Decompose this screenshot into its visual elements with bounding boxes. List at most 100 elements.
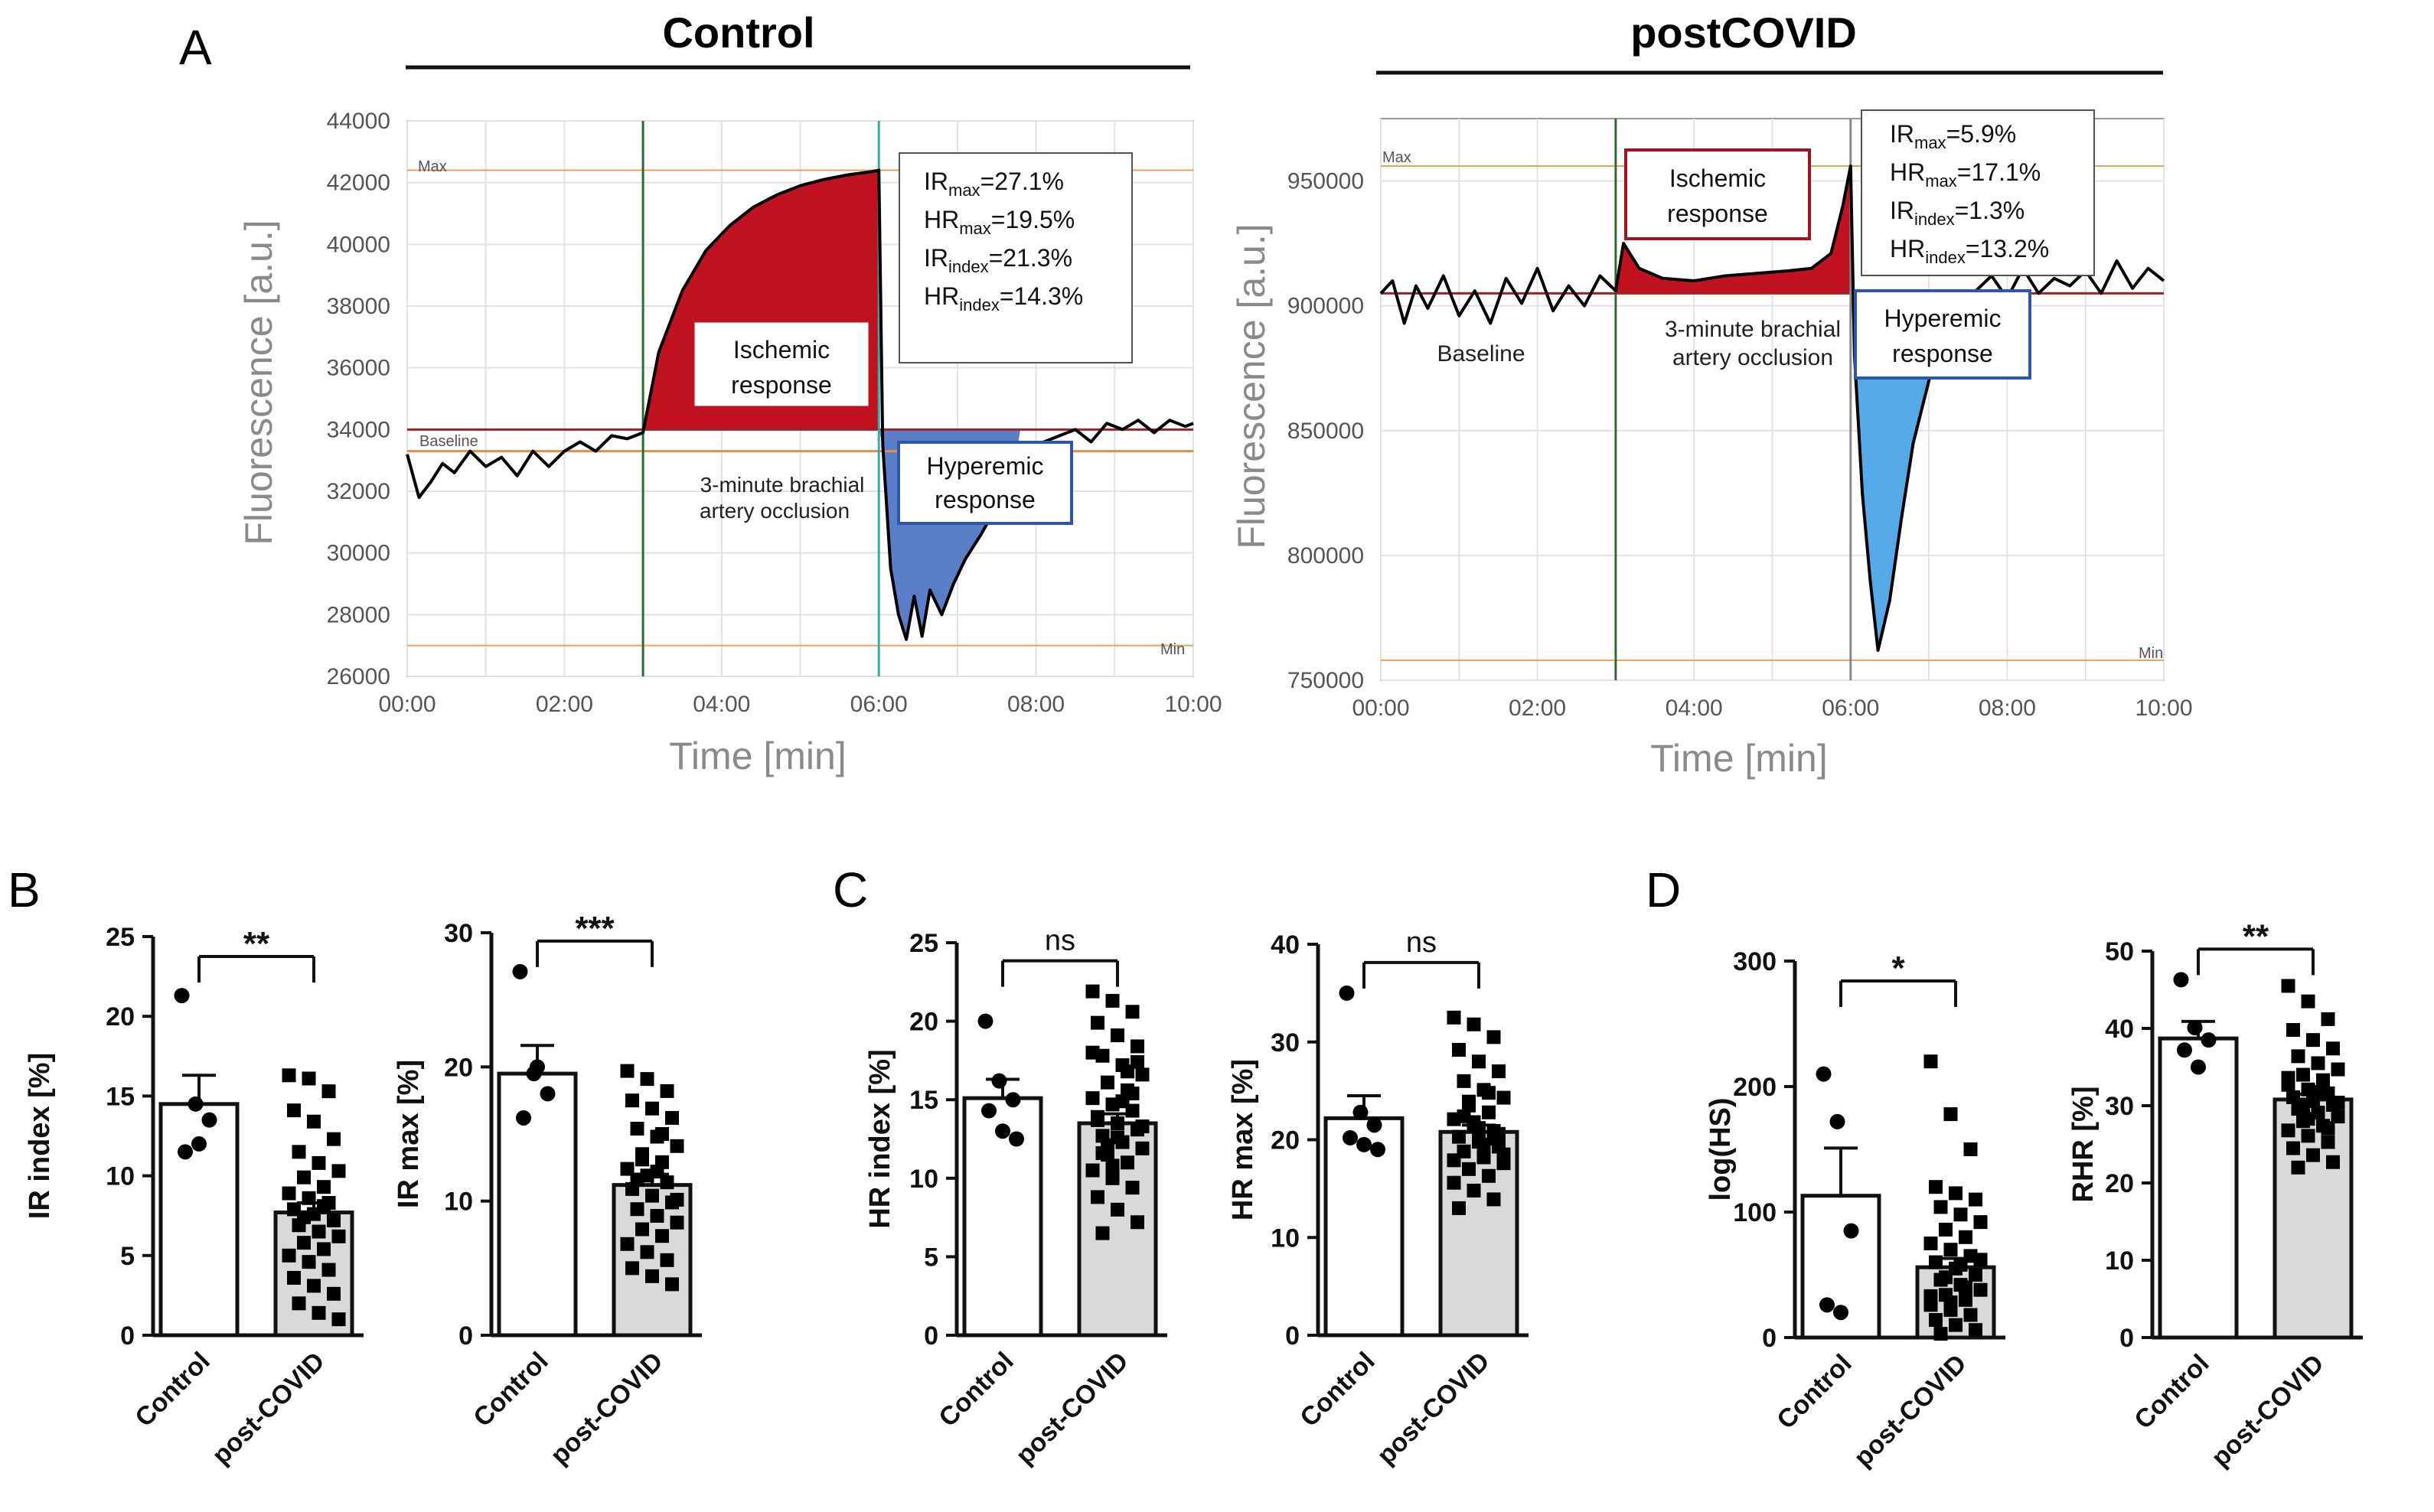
data-point-post-covid (292, 1145, 306, 1159)
data-point-post-covid (1482, 1168, 1496, 1183)
postcovid-hyperemic-area (1850, 293, 1992, 650)
significance-label: ns (1045, 925, 1075, 957)
data-point-post-covid (655, 1229, 669, 1243)
data-point-post-covid (660, 1083, 674, 1098)
y-tick-label: 38000 (327, 294, 390, 319)
y-tick-label: 44000 (327, 109, 390, 134)
data-point-post-covid (2286, 1023, 2300, 1038)
data-point-post-covid (1125, 1005, 1140, 1019)
panel-letter-b: B (8, 862, 41, 917)
y-tick-label: 5 (924, 1243, 938, 1272)
control-x-axis-title: Time [min] (669, 735, 847, 777)
x-tick-label: 08:00 (1007, 692, 1065, 717)
data-point-post-covid (670, 1192, 684, 1207)
data-point-post-covid (1101, 1075, 1114, 1090)
data-point-post-covid (321, 1084, 336, 1099)
postcovid-baseline-label: Baseline (1437, 341, 1525, 367)
y-tick-label: 15 (106, 1082, 135, 1111)
data-point-post-covid (1933, 1327, 1948, 1341)
data-point-post-covid (1131, 1054, 1144, 1069)
y-tick-label: 36000 (327, 356, 390, 381)
y-tick-label: 20 (1271, 1126, 1300, 1155)
category-label: Control (2129, 1349, 2214, 1435)
data-point-post-covid (2301, 1129, 2315, 1143)
data-point-control (1819, 1297, 1835, 1313)
y-tick-label: 300 (1733, 947, 1777, 976)
y-tick-label: 800000 (1287, 543, 1364, 569)
x-tick-label: 02:00 (536, 692, 593, 717)
data-point-post-covid (1923, 1054, 1938, 1069)
significance-label: * (1891, 950, 1905, 987)
data-point-post-covid (312, 1305, 326, 1320)
y-tick-label: 40 (1271, 930, 1300, 960)
data-point-post-covid (630, 1172, 644, 1187)
stat-line: IRmax=5.9% (1890, 120, 2016, 152)
data-point-control (1833, 1305, 1848, 1321)
significance-label: ** (243, 925, 270, 963)
postcovid-y-ticks: 750000 800000 850000 900000 950000 (1287, 169, 1364, 693)
data-point-post-covid (2331, 1062, 2345, 1077)
y-tick-label: 26000 (327, 664, 390, 689)
data-point-control (188, 1096, 204, 1112)
y-axis-title: IR index [%] (24, 1053, 56, 1219)
category-label: post-COVID (545, 1347, 669, 1471)
data-point-post-covid (1085, 1091, 1100, 1106)
y-tick-label: 28000 (327, 602, 390, 627)
y-tick-label: 10 (909, 1165, 938, 1194)
bar-control (158, 1102, 240, 1338)
y-tick-label: 40 (2105, 1015, 2134, 1044)
data-point-post-covid (287, 1270, 301, 1285)
postcovid-hyperemic-label-2: response (1892, 340, 1993, 367)
postcovid-x-axis-title: Time [min] (1650, 737, 1828, 780)
y-axis-title: HR max [%] (1227, 1059, 1259, 1220)
y-tick-label: 32000 (327, 479, 390, 504)
y-tick-label: 0 (1762, 1324, 1777, 1353)
postcovid-trace-chart: postCOVID 750000 800000 850000 900000 950000… (1230, 8, 2193, 780)
data-point-post-covid (317, 1242, 331, 1256)
data-point-post-covid (645, 1269, 659, 1283)
control-hyperemic-box (897, 441, 1073, 525)
data-point-post-covid (302, 1255, 316, 1269)
data-point-post-covid (297, 1210, 311, 1224)
y-tick-label: 5 (120, 1242, 135, 1271)
data-point-post-covid (1447, 1010, 1461, 1025)
data-point-post-covid (2286, 1141, 2300, 1155)
y-tick-label: 25 (106, 923, 135, 952)
category-label: Control (933, 1347, 1019, 1432)
data-point-post-covid (1923, 1289, 1938, 1303)
data-point-control (2177, 1042, 2192, 1058)
y-tick-label: 0 (458, 1321, 473, 1351)
y-tick-label: 0 (1285, 1321, 1300, 1351)
y-tick-label: 10 (1271, 1224, 1300, 1253)
data-point-control (991, 1073, 1007, 1089)
y-tick-label: 10 (444, 1188, 473, 1217)
data-point-post-covid (282, 1248, 296, 1263)
x-tick-label: 08:00 (1979, 696, 2036, 721)
data-point-post-covid (2326, 1155, 2340, 1169)
y-tick-label: 10 (2105, 1246, 2134, 1276)
data-point-post-covid (1121, 1155, 1134, 1170)
data-point-post-covid (2301, 994, 2315, 1009)
data-point-post-covid (1135, 1141, 1150, 1155)
data-point-post-covid (2331, 1095, 2345, 1110)
data-point-post-covid (282, 1186, 296, 1201)
postcovid-x-ticks: 00:00 02:00 04:00 06:00 08:00 10:00 (1352, 696, 2192, 721)
data-point-post-covid (292, 1296, 306, 1311)
y-tick-label: 20 (444, 1053, 473, 1082)
panel-letter-d: D (1646, 862, 1681, 917)
y-tick-label: 34000 (327, 417, 390, 442)
postcovid-ischemic-box (1624, 148, 1811, 240)
data-point-post-covid (1091, 1190, 1104, 1204)
panel-letter-c: C (833, 862, 868, 917)
data-point-post-covid (1482, 1105, 1496, 1119)
data-point-control (1843, 1223, 1859, 1239)
data-point-post-covid (2296, 1067, 2310, 1082)
data-point-post-covid (665, 1277, 679, 1292)
data-point-post-covid (1953, 1257, 1968, 1272)
data-point-post-covid (317, 1199, 331, 1214)
data-point-post-covid (1973, 1215, 1988, 1230)
data-point-post-covid (1467, 1017, 1481, 1031)
x-tick-label: 06:00 (1822, 696, 1879, 721)
